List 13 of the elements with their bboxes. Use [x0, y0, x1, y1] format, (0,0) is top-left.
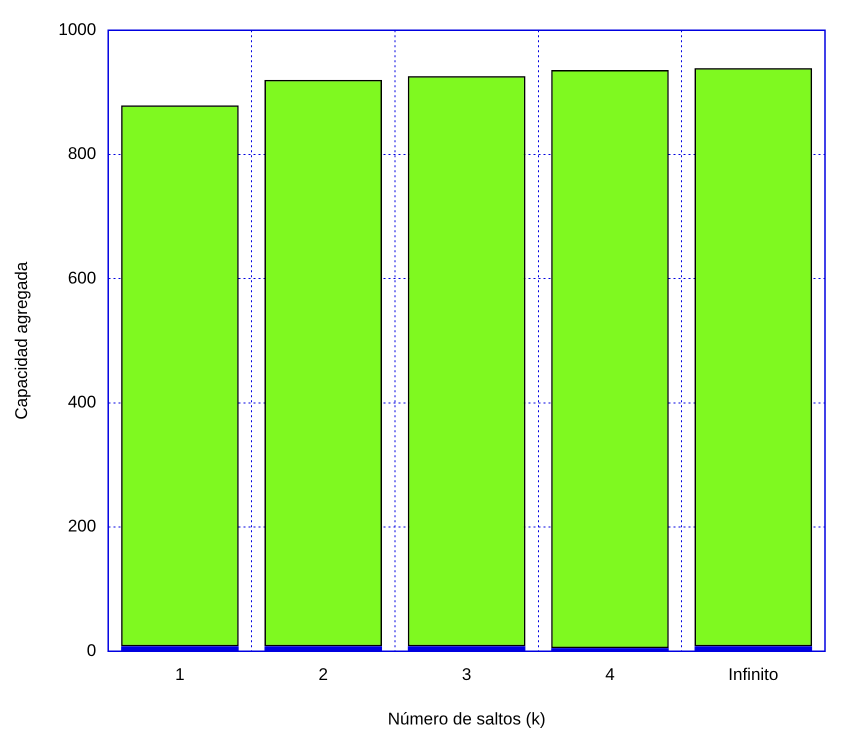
y-tick-label: 1000 [58, 20, 96, 39]
y-tick-label: 800 [68, 144, 96, 164]
y-axis-title: Capacidad agregada [12, 261, 31, 420]
x-tick-label: 4 [605, 665, 615, 684]
x-tick-label: 2 [318, 665, 328, 684]
x-tick-label: 3 [462, 665, 472, 684]
x-tick-label: Infinito [728, 665, 778, 684]
y-tick-label: 400 [68, 392, 96, 412]
y-tick-label: 600 [68, 268, 96, 288]
x-axis-title: Número de saltos (k) [388, 709, 546, 728]
y-tick-label: 0 [86, 640, 96, 660]
y-tick-label: 200 [68, 516, 96, 536]
x-tick-label: 1 [175, 665, 185, 684]
